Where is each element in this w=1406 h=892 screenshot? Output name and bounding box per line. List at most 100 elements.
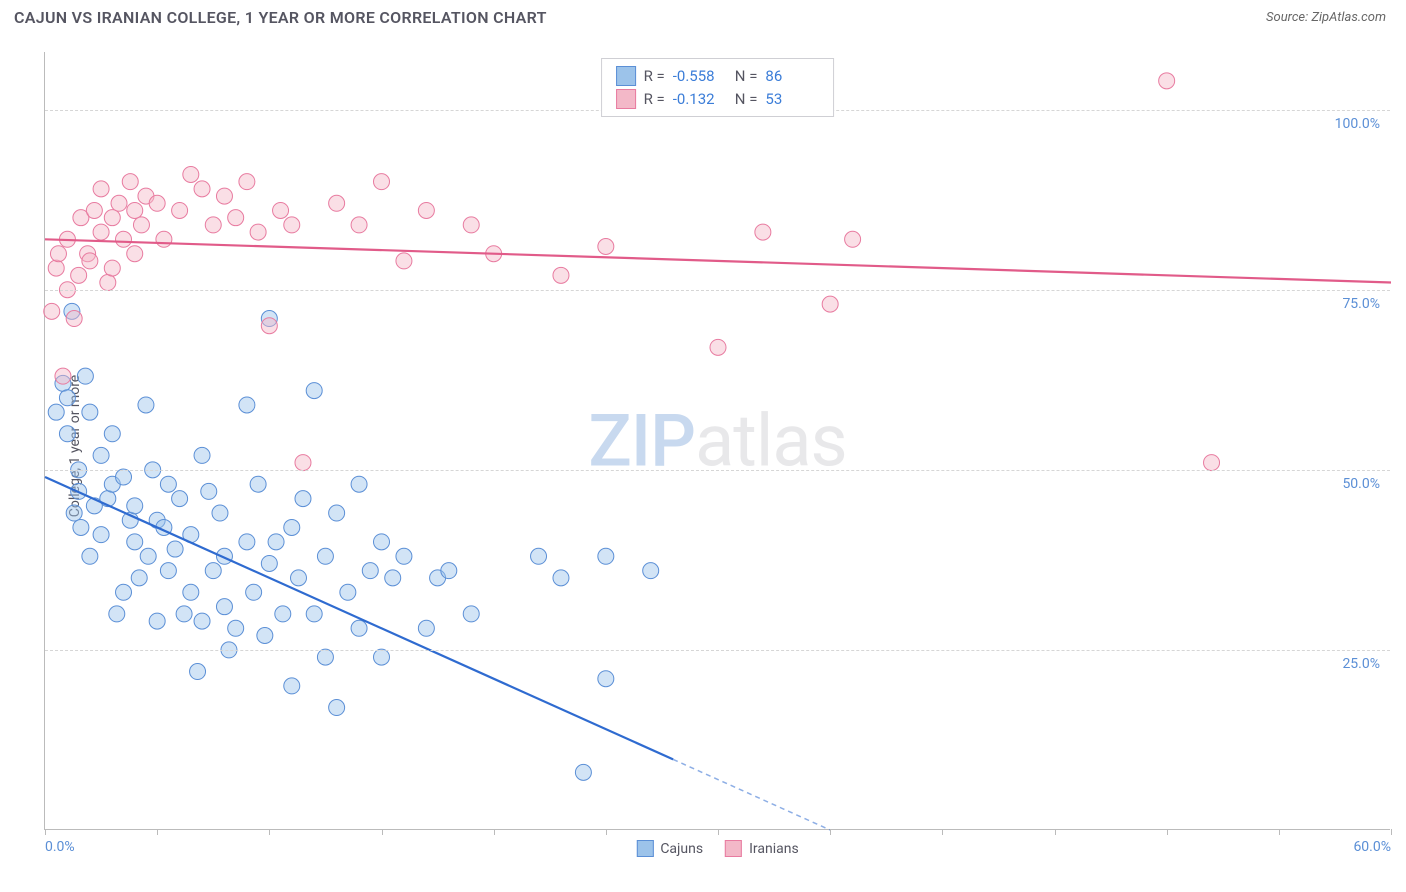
- data-point: [216, 599, 232, 615]
- data-point: [273, 202, 289, 218]
- data-point: [86, 202, 102, 218]
- data-point: [295, 455, 311, 471]
- data-point: [48, 404, 64, 420]
- data-point: [374, 649, 390, 665]
- data-point: [385, 570, 401, 586]
- data-point: [93, 224, 109, 240]
- x-tick-label: 60.0%: [1353, 839, 1391, 855]
- data-point: [44, 303, 60, 319]
- data-point: [167, 541, 183, 557]
- series-legend: Cajuns Iranians: [636, 840, 798, 857]
- data-point: [73, 519, 89, 535]
- scatter-svg: [45, 52, 1390, 829]
- data-point: [290, 570, 306, 586]
- data-point: [228, 620, 244, 636]
- gridline: [45, 650, 1390, 651]
- data-point: [149, 195, 165, 211]
- source-attribution: Source: ZipAtlas.com: [1266, 10, 1386, 25]
- x-tick-label: 0.0%: [45, 839, 75, 855]
- data-point: [194, 447, 210, 463]
- x-tick: [1167, 829, 1168, 835]
- legend-row-iranians: R = -0.132 N = 53: [616, 88, 820, 111]
- data-point: [261, 555, 277, 571]
- data-point: [598, 671, 614, 687]
- x-tick: [45, 829, 46, 835]
- data-point: [71, 267, 87, 283]
- data-point: [374, 174, 390, 190]
- swatch-iranians-bottom: [725, 840, 742, 857]
- data-point: [239, 397, 255, 413]
- data-point: [133, 217, 149, 233]
- data-point: [295, 491, 311, 507]
- x-tick: [1391, 829, 1392, 835]
- data-point: [284, 519, 300, 535]
- trend-line-dashed: [673, 759, 830, 830]
- data-point: [93, 181, 109, 197]
- data-point: [172, 491, 188, 507]
- data-point: [194, 181, 210, 197]
- y-tick-label: 50.0%: [1342, 476, 1380, 492]
- data-point: [306, 606, 322, 622]
- data-point: [374, 534, 390, 550]
- data-point: [183, 584, 199, 600]
- data-point: [59, 426, 75, 442]
- data-point: [194, 613, 210, 629]
- legend-item-iranians: Iranians: [725, 840, 799, 857]
- x-tick: [494, 829, 495, 835]
- data-point: [250, 476, 266, 492]
- data-point: [131, 570, 147, 586]
- data-point: [340, 584, 356, 600]
- data-point: [362, 563, 378, 579]
- data-point: [172, 202, 188, 218]
- data-point: [261, 318, 277, 334]
- data-point: [82, 404, 98, 420]
- data-point: [463, 217, 479, 233]
- n-value-cajuns: 86: [765, 65, 819, 88]
- data-point: [268, 534, 284, 550]
- data-point: [441, 563, 457, 579]
- data-point: [149, 613, 165, 629]
- chart-plot-area: ZIPatlas R = -0.558 N = 86 R = -0.132 N …: [44, 52, 1390, 830]
- data-point: [598, 239, 614, 255]
- data-point: [205, 563, 221, 579]
- data-point: [396, 253, 412, 269]
- data-point: [553, 570, 569, 586]
- data-point: [138, 397, 154, 413]
- swatch-cajuns: [616, 66, 636, 86]
- data-point: [250, 224, 266, 240]
- data-point: [104, 260, 120, 276]
- data-point: [116, 231, 132, 247]
- data-point: [212, 505, 228, 521]
- data-point: [48, 260, 64, 276]
- data-point: [116, 469, 132, 485]
- data-point: [755, 224, 771, 240]
- trend-line: [45, 477, 673, 759]
- data-point: [205, 217, 221, 233]
- data-point: [116, 584, 132, 600]
- y-tick-label: 100.0%: [1335, 116, 1380, 132]
- data-point: [1204, 455, 1220, 471]
- data-point: [59, 390, 75, 406]
- x-tick: [382, 829, 383, 835]
- data-point: [55, 368, 71, 384]
- data-point: [246, 584, 262, 600]
- y-tick-label: 75.0%: [1342, 296, 1380, 312]
- data-point: [317, 649, 333, 665]
- data-point: [93, 447, 109, 463]
- data-point: [190, 664, 206, 680]
- data-point: [396, 548, 412, 564]
- data-point: [160, 476, 176, 492]
- gridline: [45, 470, 1390, 471]
- data-point: [575, 764, 591, 780]
- data-point: [216, 188, 232, 204]
- x-tick: [942, 829, 943, 835]
- data-point: [317, 548, 333, 564]
- data-point: [239, 174, 255, 190]
- data-point: [275, 606, 291, 622]
- data-point: [351, 217, 367, 233]
- data-point: [598, 548, 614, 564]
- data-point: [418, 620, 434, 636]
- data-point: [176, 606, 192, 622]
- data-point: [822, 296, 838, 312]
- n-value-iranians: 53: [765, 88, 819, 111]
